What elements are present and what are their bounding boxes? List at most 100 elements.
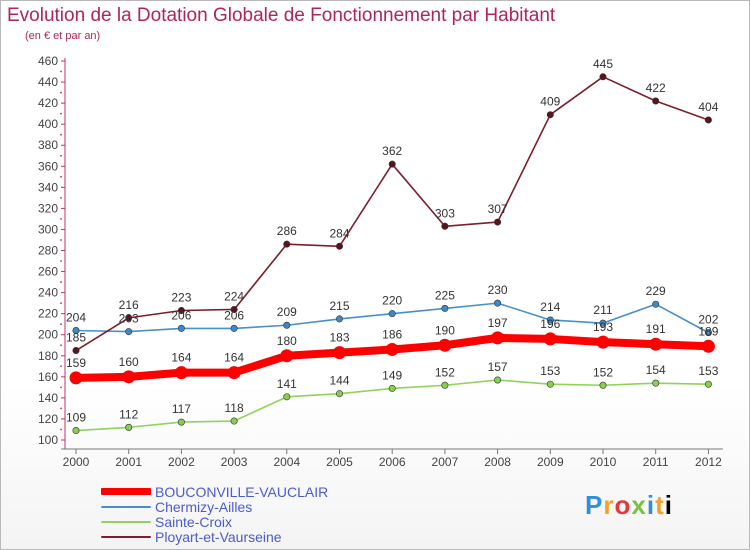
x-tick-label: 2000 bbox=[63, 455, 90, 469]
data-label-bouconville: 191 bbox=[646, 322, 666, 336]
data-label-bouconville: 164 bbox=[171, 351, 191, 365]
data-label-chermizy: 204 bbox=[66, 311, 86, 325]
data-label-chermizy: 215 bbox=[329, 299, 349, 313]
data-point-ployart bbox=[230, 305, 238, 313]
data-point-bouconville bbox=[596, 335, 610, 349]
y-tick-label: 320 bbox=[38, 201, 58, 215]
x-tick-label: 2007 bbox=[432, 455, 459, 469]
data-label-chermizy: 225 bbox=[435, 288, 455, 302]
y-minor-dot bbox=[60, 196, 62, 199]
x-tick-label: 2006 bbox=[379, 455, 406, 469]
data-label-sainte-croix: 152 bbox=[435, 365, 455, 379]
data-point-chermizy bbox=[283, 321, 291, 329]
data-point-chermizy bbox=[125, 328, 133, 336]
y-tick-label: 240 bbox=[38, 286, 58, 300]
data-point-sainte-croix bbox=[441, 381, 449, 389]
data-label-sainte-croix: 152 bbox=[593, 365, 613, 379]
data-label-bouconville: 164 bbox=[224, 351, 244, 365]
data-point-chermizy bbox=[704, 329, 712, 337]
data-label-ployart: 286 bbox=[277, 224, 297, 238]
data-label-bouconville: 183 bbox=[329, 331, 349, 345]
data-point-sainte-croix bbox=[177, 418, 185, 426]
data-label-sainte-croix: 112 bbox=[119, 407, 138, 421]
logo-letter: P bbox=[585, 490, 604, 520]
data-label-sainte-croix: 109 bbox=[66, 411, 86, 425]
data-label-sainte-croix: 157 bbox=[488, 360, 508, 374]
data-label-bouconville: 193 bbox=[593, 320, 613, 334]
data-point-ployart bbox=[652, 97, 660, 105]
data-label-ployart: 185 bbox=[66, 331, 86, 345]
data-label-bouconville: 190 bbox=[435, 323, 455, 337]
data-label-ployart: 224 bbox=[224, 289, 244, 303]
data-label-sainte-croix: 153 bbox=[698, 364, 718, 378]
y-tick-label: 220 bbox=[38, 307, 58, 321]
data-point-sainte-croix bbox=[494, 376, 502, 384]
data-point-ployart bbox=[546, 111, 554, 119]
data-label-ployart: 216 bbox=[119, 298, 139, 312]
data-point-chermizy bbox=[335, 315, 343, 323]
data-point-ployart bbox=[125, 314, 133, 322]
legend-label: BOUCONVILLE-VAUCLAIR bbox=[155, 484, 329, 500]
y-minor-dot bbox=[60, 344, 62, 347]
data-label-sainte-croix: 117 bbox=[172, 402, 191, 416]
legend-swatch bbox=[101, 521, 151, 523]
data-point-ployart bbox=[72, 347, 80, 355]
data-label-bouconville: 160 bbox=[119, 355, 139, 369]
data-point-sainte-croix bbox=[125, 423, 133, 431]
data-label-sainte-croix: 118 bbox=[225, 401, 244, 415]
data-point-sainte-croix bbox=[546, 380, 554, 388]
y-minor-dot bbox=[60, 91, 62, 94]
data-point-sainte-croix bbox=[652, 379, 660, 387]
data-label-ployart: 303 bbox=[435, 206, 455, 220]
data-label-ployart: 445 bbox=[593, 57, 613, 71]
y-tick-label: 460 bbox=[38, 54, 58, 68]
x-tick-label: 2008 bbox=[484, 455, 511, 469]
y-tick-label: 380 bbox=[38, 138, 58, 152]
data-point-bouconville bbox=[438, 338, 452, 352]
y-tick-label: 120 bbox=[38, 412, 58, 426]
data-point-ployart bbox=[599, 73, 607, 81]
data-labels: 109 112 117 118 141 144 149 152 157 153 152 154 153 1… bbox=[66, 57, 719, 425]
data-point-ployart bbox=[388, 160, 396, 168]
data-point-chermizy bbox=[72, 327, 80, 335]
logo-letter: i bbox=[646, 490, 656, 520]
data-point-ployart bbox=[704, 116, 712, 124]
chart-subtitle: (en € et par an) bbox=[25, 30, 101, 42]
data-label-ployart: 404 bbox=[698, 100, 718, 114]
y-tick-label: 340 bbox=[38, 180, 58, 194]
y-minor-dot bbox=[60, 133, 62, 136]
data-point-bouconville bbox=[227, 366, 241, 380]
data-point-bouconville bbox=[122, 370, 136, 384]
data-point-bouconville bbox=[333, 346, 346, 360]
y-minor-dot bbox=[60, 428, 62, 431]
y-minor-dot bbox=[60, 365, 62, 368]
y-minor-dot bbox=[60, 260, 62, 262]
data-label-ployart: 223 bbox=[171, 291, 191, 305]
data-point-sainte-croix bbox=[283, 393, 291, 401]
x-tick-label: 2009 bbox=[537, 455, 564, 469]
data-point-sainte-croix bbox=[230, 417, 238, 425]
data-label-chermizy: 230 bbox=[488, 283, 508, 297]
data-point-ployart bbox=[494, 218, 502, 226]
legend-swatch bbox=[101, 488, 151, 495]
axes: 100 120 140 160 180 200 220 240 260 280 300 320 340 3… bbox=[38, 54, 723, 469]
data-label-bouconville: 197 bbox=[488, 316, 508, 330]
data-label-sainte-croix: 149 bbox=[382, 368, 402, 382]
x-tick-label: 2002 bbox=[168, 455, 195, 469]
y-tick-label: 160 bbox=[38, 370, 58, 384]
data-label-bouconville: 180 bbox=[277, 334, 297, 348]
y-tick-label: 280 bbox=[38, 244, 58, 258]
data-point-ployart bbox=[441, 222, 449, 230]
x-tick-label: 2005 bbox=[326, 455, 353, 469]
y-tick-label: 420 bbox=[38, 96, 58, 110]
proxiti-logo: Proxiti bbox=[585, 490, 673, 521]
y-minor-dot bbox=[60, 239, 62, 241]
data-label-chermizy: 211 bbox=[593, 303, 612, 317]
data-point-bouconville bbox=[174, 366, 188, 380]
data-point-sainte-croix bbox=[388, 384, 396, 392]
data-point-chermizy bbox=[652, 300, 660, 308]
logo-letter: r bbox=[603, 490, 615, 520]
data-label-ployart: 409 bbox=[540, 95, 560, 109]
